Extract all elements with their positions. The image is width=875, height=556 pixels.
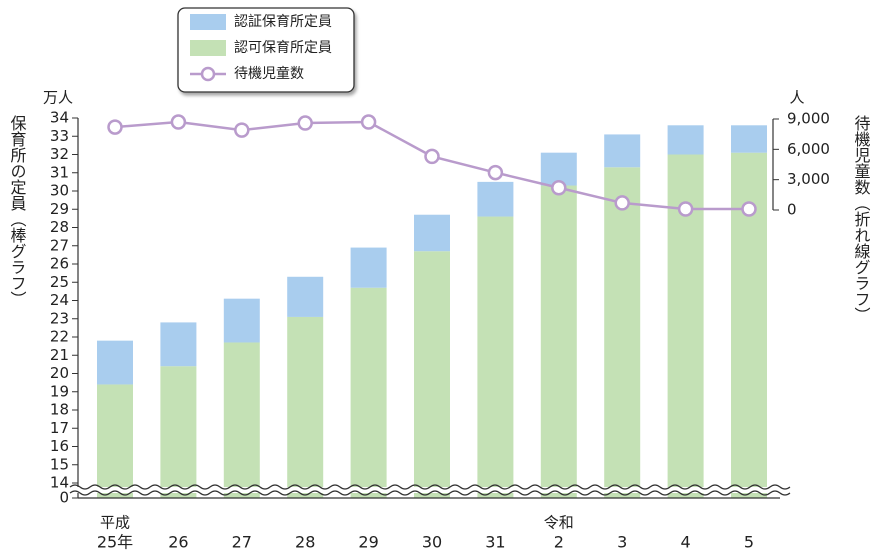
bar-segment [414, 251, 450, 498]
bar-segment [97, 340, 133, 385]
y2-tick-label: 3,000 [787, 170, 830, 188]
line-marker [614, 195, 630, 211]
bar-segment [477, 181, 514, 217]
bar-segment [223, 342, 260, 498]
legend-swatch [190, 40, 226, 56]
line-marker [170, 114, 187, 130]
bar-segment [604, 167, 641, 498]
y-tick-label: 33 [50, 127, 69, 145]
legend-label: 認可保育所定員 [234, 40, 332, 56]
axis-break [69, 484, 791, 490]
bar-segment [160, 366, 197, 498]
x-tick-label: 25年 [97, 533, 133, 552]
line-marker [297, 115, 313, 131]
bar-segment [477, 216, 514, 499]
legend-swatch [190, 14, 226, 30]
line-marker [677, 201, 694, 217]
line-marker [487, 164, 504, 181]
x-tick-label: 30 [422, 533, 442, 552]
y-tick-label: 32 [50, 145, 69, 163]
x-tick-label: 26 [168, 533, 188, 552]
line-marker [424, 148, 440, 165]
y-tick-label: 17 [50, 419, 69, 437]
axis-break [69, 490, 791, 496]
y-tick-label: 25 [50, 273, 69, 291]
y-tick-label: 30 [50, 182, 69, 200]
line-marker [234, 122, 250, 138]
y-tick-label: 14 [50, 474, 69, 492]
line-marker [107, 119, 123, 135]
y-tick-label: 19 [50, 382, 69, 400]
line-marker [551, 180, 567, 196]
bar-segment [97, 384, 133, 498]
era-label: 令和 [544, 514, 574, 532]
legend-marker [200, 66, 216, 82]
y2-tick-label: 9,000 [787, 110, 830, 128]
y2-tick-label: 6,000 [787, 140, 830, 158]
bar-segment [604, 134, 641, 168]
era-label: 平成 [100, 514, 130, 532]
y-tick-label: 28 [50, 218, 69, 236]
bar-segment [731, 125, 767, 153]
y-tick-label: 27 [50, 236, 69, 254]
bar-segment [350, 247, 387, 288]
y-tick-label: 16 [50, 437, 69, 455]
bar-segment [540, 185, 577, 498]
bar-segment [287, 316, 324, 498]
y-tick-label: 26 [50, 255, 69, 273]
line-marker [360, 114, 377, 130]
y-tick-label: 31 [50, 163, 69, 181]
x-tick-label: 4 [681, 533, 691, 552]
x-tick-label: 3 [617, 533, 627, 552]
y-tick-label: 22 [50, 328, 69, 346]
y-unit: 万人 [43, 89, 73, 107]
bar-segment [667, 125, 704, 155]
y2-axis-label: 待機児童数（折れ線グラフ） [852, 115, 871, 323]
bar-segment [414, 214, 450, 252]
x-tick-label: 28 [295, 533, 315, 552]
y2-tick-label: 0 [787, 201, 797, 219]
y-tick-label: 0 [59, 489, 69, 507]
y-tick-label: 15 [50, 455, 69, 473]
bar-segment [287, 276, 324, 317]
y-tick-label: 20 [50, 364, 69, 382]
line [114, 120, 749, 211]
bar-segment [223, 298, 260, 343]
y-tick-label: 21 [50, 346, 69, 364]
y-tick-label: 29 [50, 200, 69, 218]
y-axis-label: 保育所の定員（棒グラフ） [8, 115, 27, 307]
bar-segment [160, 322, 197, 367]
y2-unit: 人 [789, 89, 804, 107]
legend-label: 認証保育所定員 [234, 14, 332, 30]
x-tick-label: 5 [744, 533, 754, 552]
x-tick-label: 31 [485, 533, 505, 552]
y-tick-label: 24 [50, 291, 69, 309]
bar-segment [350, 287, 387, 498]
line-marker [741, 201, 757, 217]
y-tick-label: 18 [50, 401, 69, 419]
y-tick-label: 23 [50, 309, 69, 327]
legend-label: 待機児童数 [234, 65, 304, 82]
x-tick-label: 29 [358, 533, 378, 552]
axis-break-band [70, 487, 782, 493]
y-tick-label: 34 [50, 109, 69, 127]
x-tick-label: 27 [232, 533, 252, 552]
x-tick-label: 2 [554, 533, 564, 552]
